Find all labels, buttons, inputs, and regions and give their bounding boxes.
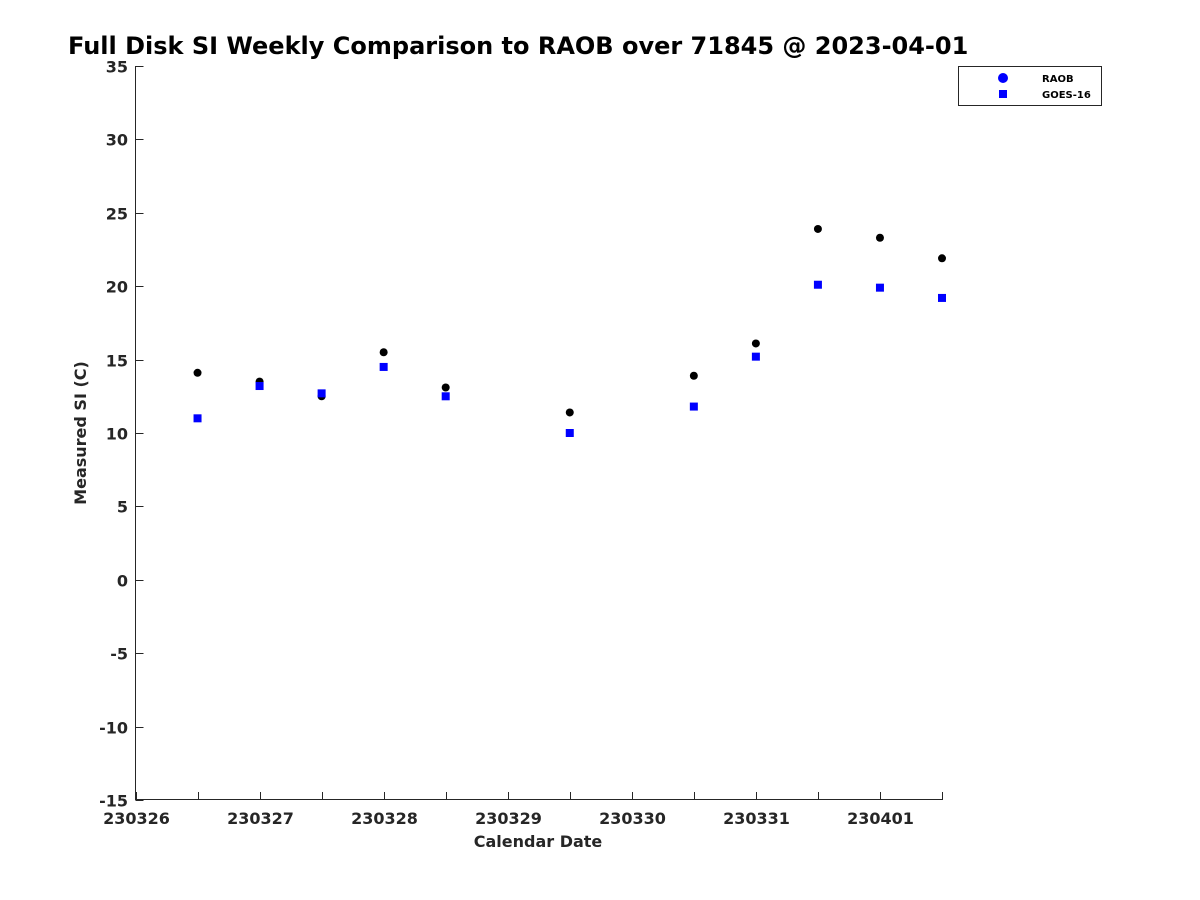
y-tick-label: 20 [106, 278, 128, 297]
point-goes-16 [689, 402, 698, 411]
y-tick-label: 35 [106, 58, 128, 77]
point-raob [379, 348, 388, 357]
y-ticks: 35 30 25 20 15 10 5 0 -5 -10 -15 [99, 58, 144, 811]
plot-area [193, 224, 946, 437]
y-axis-label: Measured SI (C) [71, 361, 90, 505]
x-tick-label: 230329 [475, 809, 542, 828]
y-tick-label: 15 [106, 352, 128, 371]
point-raob [751, 339, 760, 348]
legend: RAOB GOES-16 [958, 66, 1102, 106]
point-goes-16 [751, 352, 760, 361]
point-goes-16 [565, 429, 574, 437]
legend-marker-raob [998, 73, 1008, 83]
x-tick-label: 230326 [103, 809, 170, 828]
y-tick-label: 25 [106, 205, 128, 224]
point-raob [565, 408, 574, 417]
y-tick-label: 10 [106, 425, 128, 444]
legend-box [958, 66, 1102, 106]
x-tick-label: 230331 [723, 809, 790, 828]
point-goes-16 [255, 382, 264, 391]
point-raob [938, 254, 946, 263]
point-raob [813, 224, 822, 233]
axes [135, 66, 942, 800]
point-goes-16 [441, 392, 450, 401]
y-tick-label: -5 [110, 645, 128, 664]
x-tick-label: 230327 [227, 809, 294, 828]
y-tick-label: -15 [99, 792, 128, 811]
point-goes-16 [875, 283, 884, 292]
point-goes-16 [317, 389, 326, 398]
y-tick-label: 0 [117, 572, 128, 591]
y-tick-label: 5 [117, 498, 128, 517]
x-tick-label: 230401 [847, 809, 914, 828]
point-raob [689, 371, 698, 380]
x-tick-label: 230328 [351, 809, 418, 828]
point-raob [193, 368, 202, 377]
legend-label-goes-16: GOES-16 [1042, 90, 1091, 101]
chart-title: Full Disk SI Weekly Comparison to RAOB o… [68, 32, 968, 60]
x-axis-label: Calendar Date [474, 832, 603, 851]
point-goes-16 [379, 362, 388, 371]
point-goes-16 [938, 293, 946, 302]
legend-label-raob: RAOB [1042, 74, 1074, 85]
x-ticks: 230326 230327 230328 230329 230330 230331 2304… [103, 792, 943, 828]
legend-marker-goes-16 [999, 90, 1007, 98]
point-raob [441, 383, 450, 392]
point-goes-16 [193, 414, 202, 423]
point-goes-16 [813, 280, 822, 289]
y-tick-label: -10 [99, 719, 128, 738]
y-tick-label: 30 [106, 131, 128, 150]
x-tick-label: 230330 [599, 809, 666, 828]
point-raob [875, 233, 884, 242]
